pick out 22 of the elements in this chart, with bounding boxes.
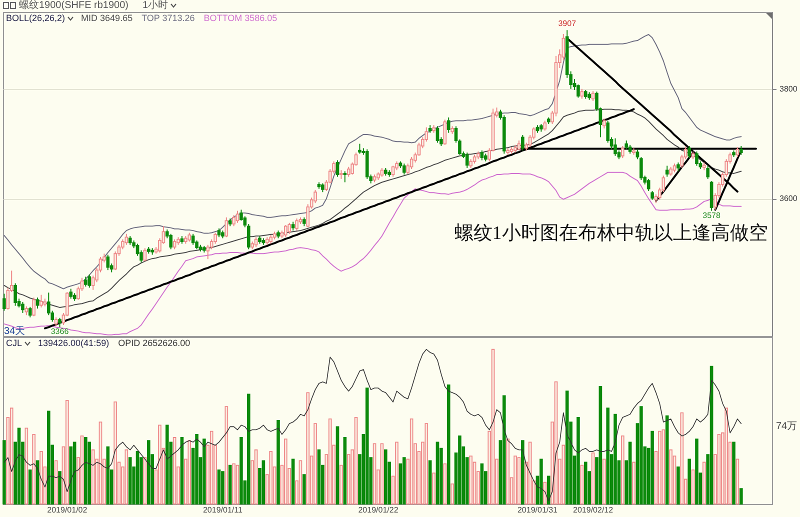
x-tick-label: 2019/02/12 <box>573 506 614 514</box>
annotation: 螺纹1小时图在布林中轨以上逢高做空 <box>454 222 768 244</box>
x-tick-label: 2019/01/22 <box>358 506 399 514</box>
y-tick-label: 3800 <box>780 84 798 94</box>
legend-title: BOLL(26,26,2) <box>6 13 66 24</box>
annotation: 3578 <box>702 210 721 220</box>
annotation: 34天 <box>4 326 26 337</box>
annotation: 3366 <box>50 327 70 336</box>
text: TOP 3713.26 <box>142 13 195 24</box>
chart-title: 螺纹1900(SHFE rb1900) <box>19 0 128 11</box>
annotation: 3907 <box>558 19 577 28</box>
text: 74万 <box>776 421 798 432</box>
legend-title: CJL <box>6 338 22 349</box>
y-tick-label: 3600 <box>780 194 798 204</box>
legend-label: MID 3649.65 <box>81 13 133 24</box>
text: BOTTOM 3586.05 <box>204 13 278 24</box>
x-tick-label: 2019/01/02 <box>47 506 88 514</box>
x-tick-label: 2019/01/11 <box>202 506 243 514</box>
text: 139426.00(41:59) <box>38 338 110 349</box>
x-tick-label: 2019/01/31 <box>517 506 558 514</box>
text: OPID 2652626.00 <box>118 338 190 349</box>
chart-subtitle: 1小时 <box>142 0 168 11</box>
